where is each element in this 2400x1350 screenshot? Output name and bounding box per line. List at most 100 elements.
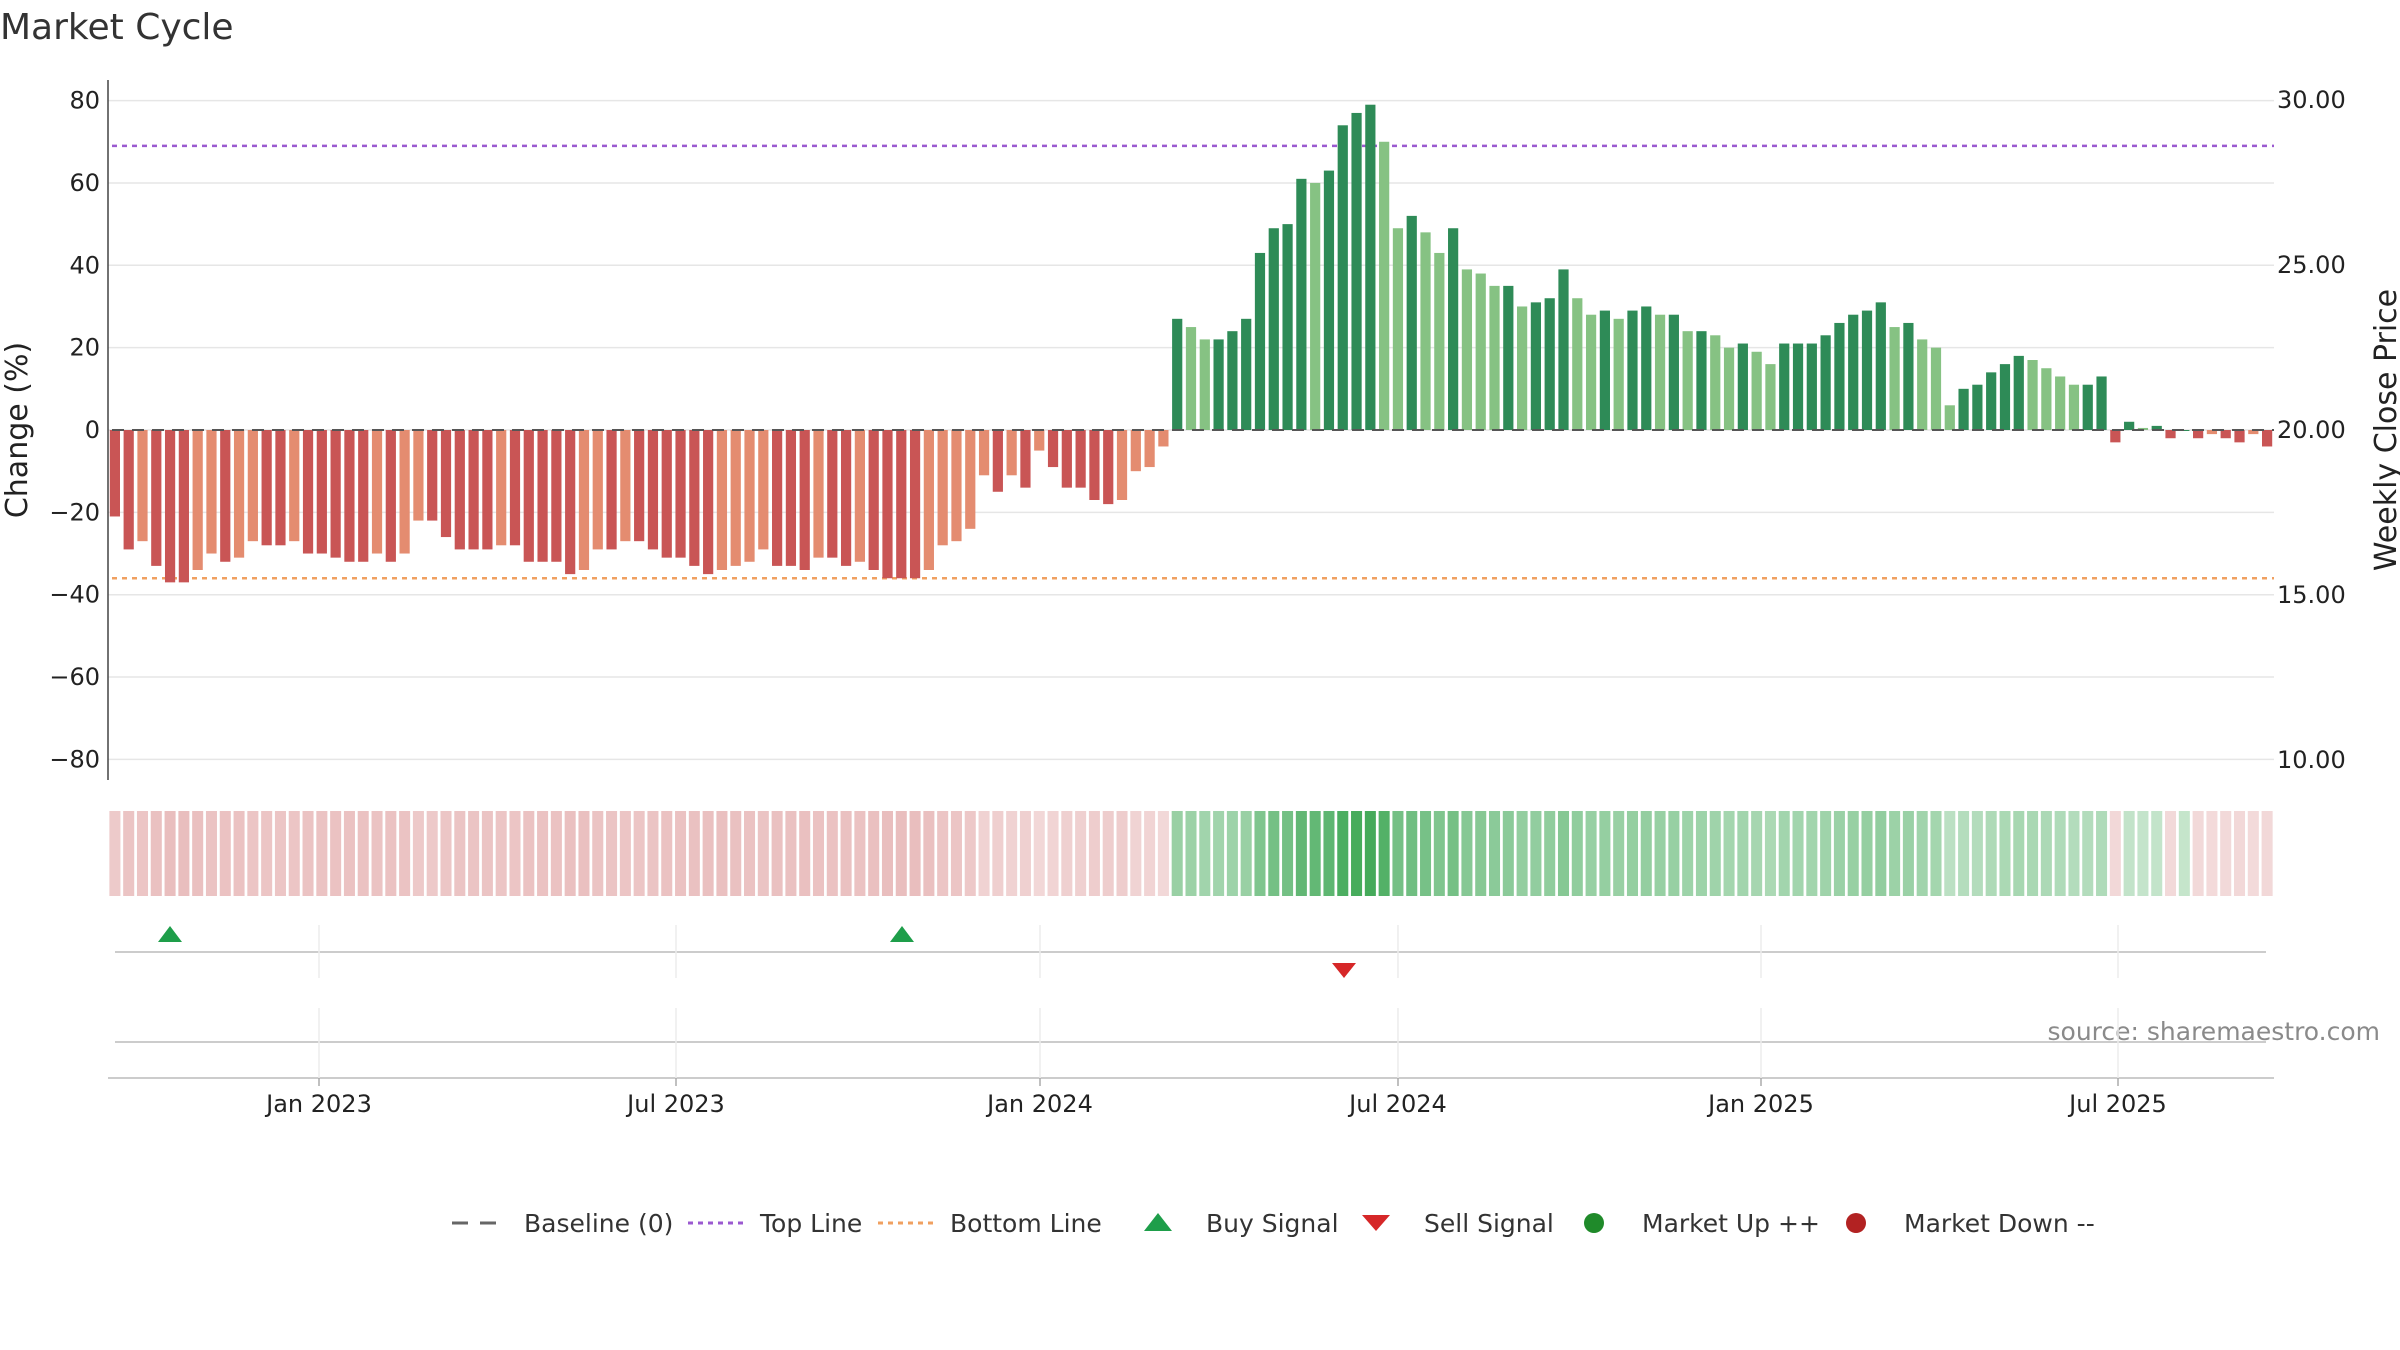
bar [840,430,852,566]
heat-cell [578,811,590,896]
bar [689,430,700,566]
heat-cell [1488,811,1501,896]
bar [1034,430,1045,451]
heat-cell [771,811,783,896]
chart-title: Market Cycle [0,7,234,48]
y2-tick-label: 30.00 [2277,86,2346,114]
y2-tick-label: 15.00 [2277,581,2346,609]
bar [551,430,562,562]
legend-item-bottom: Bottom Line [878,1209,1102,1238]
heat-cell [1861,811,1873,896]
bar [427,430,438,521]
bar [1682,331,1693,430]
bar [606,430,617,550]
x-tick-label: Jan 2023 [264,1090,372,1118]
bar [2179,430,2190,431]
heat-cell [1075,811,1087,896]
bar [413,430,424,521]
heat-cell [1461,811,1473,896]
heat-cell [1378,811,1390,896]
heat-cell [371,811,383,896]
bar [909,430,921,579]
bar [2096,376,2107,430]
heat-cell [1530,811,1542,896]
heat-cell [937,811,949,896]
bar [799,430,810,570]
heat-cell [468,811,480,896]
heat-cell [1088,811,1100,896]
bar [2013,355,2024,430]
heat-cell [1764,811,1776,896]
bar [1903,322,1914,430]
bar [896,430,907,579]
bar [1337,125,1348,430]
bar [1613,318,1624,430]
legend-up-circle-icon [1584,1213,1604,1233]
heat-cell [2247,811,2259,896]
bar [137,430,148,542]
bar [523,430,534,562]
heat-cell [923,811,935,896]
heat-cell [1364,811,1376,896]
bar [785,430,797,566]
heat-cell [330,811,342,896]
bar [206,430,217,554]
bar [233,430,245,558]
bar [1930,347,1942,430]
heat-cell [2261,811,2273,896]
heat-cell [2013,811,2025,896]
bar [1296,178,1307,430]
heat-cell [316,811,328,896]
bar [1130,430,1141,472]
legend-label: Sell Signal [1424,1209,1554,1238]
bar [744,430,755,562]
bar [220,430,231,562]
heat-cell [868,811,880,896]
bar [2068,384,2080,430]
bar [1875,302,1886,430]
heat-cell [550,811,562,896]
bar [703,430,714,575]
heat-cell [1337,811,1349,896]
legend-label: Market Up ++ [1642,1209,1820,1238]
heat-cell [730,811,742,896]
bar [565,430,576,575]
heat-cell [1144,811,1156,896]
bar [1723,347,1735,430]
bar [1572,298,1583,430]
bar [344,430,355,562]
bar [2151,425,2162,430]
heat-cell [881,811,894,896]
bar [109,430,121,517]
buy-signal-marker [158,926,182,942]
heat-cell [1102,811,1114,896]
heat-cell [1958,811,1970,896]
bar [2165,430,2176,439]
heat-cell [1875,811,1887,896]
bar [1503,285,1514,430]
heat-cell [840,811,852,896]
bar [275,430,286,546]
bar [1530,302,1542,430]
heat-cell [1213,811,1225,896]
heat-cell [1654,811,1666,896]
legend-label: Baseline (0) [524,1209,673,1238]
y-tick-label: −80 [49,745,100,773]
heat-cell [495,811,507,896]
heat-cell [1792,811,1804,896]
bar [634,430,645,542]
heat-cell [757,811,769,896]
sell-signal-marker [1332,963,1356,978]
y-axis-title: Change (%) [0,342,35,518]
bar [1820,335,1831,430]
heat-cell [399,811,411,896]
heat-cell [1930,811,1942,896]
legend-sell-triangle-icon [1362,1215,1390,1231]
bar [1696,331,1707,430]
heat-cell [1157,811,1169,896]
bar [1406,215,1417,430]
bar [923,430,934,570]
bar [2110,430,2121,443]
heat-cell [2082,811,2094,896]
bar [647,430,659,550]
